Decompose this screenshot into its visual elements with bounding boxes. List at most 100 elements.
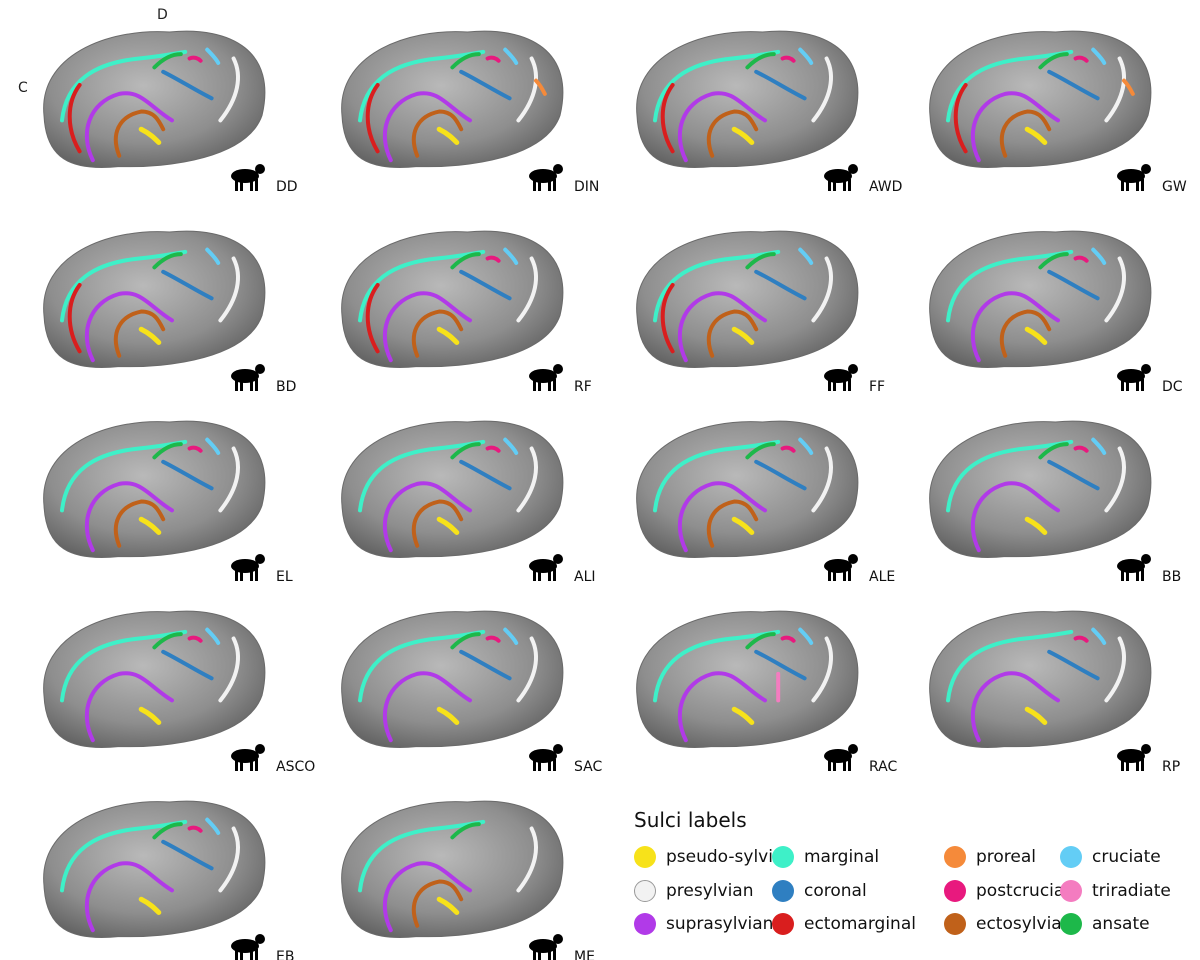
sulcus-suprasylvian bbox=[680, 93, 765, 160]
sulcus-ectomarginal bbox=[70, 85, 80, 151]
sulcus-presylvian bbox=[220, 449, 238, 511]
panel-label: FF bbox=[869, 379, 885, 395]
sulcus-ectosylvian bbox=[414, 112, 461, 156]
brain-panel-ali: ALI bbox=[341, 420, 596, 585]
legend-swatch bbox=[1060, 880, 1082, 902]
brain-panel-asco: ASCO bbox=[43, 610, 315, 775]
legend-swatch bbox=[772, 880, 794, 902]
sulcus-coronal bbox=[163, 272, 211, 299]
panel-label: DC bbox=[1162, 379, 1183, 395]
leopard-icon bbox=[824, 554, 858, 581]
panel-label: EL bbox=[276, 569, 293, 585]
meerkat-icon bbox=[529, 934, 563, 960]
brain-surface bbox=[636, 30, 859, 168]
panel-label: SAC bbox=[574, 759, 602, 775]
sulcus-pseudo-sylvian bbox=[734, 329, 752, 342]
brain-panel-gw: GW bbox=[929, 30, 1187, 195]
sulcus-ectosylvian bbox=[709, 112, 756, 156]
legend-label: cruciate bbox=[1092, 847, 1161, 867]
brain-panel-dc: DC bbox=[929, 230, 1183, 395]
brain-surface bbox=[341, 230, 564, 368]
dorsal-label: D bbox=[157, 7, 168, 23]
legend-swatch bbox=[772, 846, 794, 868]
sulcus-ansate bbox=[154, 444, 180, 457]
sulcus-ectomarginal bbox=[663, 285, 673, 351]
brain-panel-bb: BB bbox=[929, 420, 1181, 585]
legend-swatch bbox=[1060, 846, 1082, 868]
brain-panel-eb: EB bbox=[43, 800, 294, 960]
legend-label: coronal bbox=[804, 881, 867, 901]
legend-item-ectosylvian: ectosylvian bbox=[944, 913, 1073, 935]
sulcus-cruciate bbox=[800, 250, 811, 263]
legend-item-ansate: ansate bbox=[1060, 913, 1150, 935]
panel-label: DD bbox=[276, 179, 298, 195]
sulcus-cruciate bbox=[505, 440, 516, 453]
sulcus-presylvian bbox=[518, 829, 536, 891]
sulcus-cruciate bbox=[800, 50, 811, 63]
panel-label: RF bbox=[574, 379, 592, 395]
raccoon-icon bbox=[824, 744, 858, 771]
sulcus-coronal bbox=[1049, 462, 1097, 489]
sulcus-ansate bbox=[747, 254, 773, 267]
bush-dog-icon bbox=[231, 364, 265, 391]
sulcus-suprasylvian bbox=[385, 483, 470, 550]
sulcus-presylvian bbox=[518, 449, 536, 511]
sulcus-presylvian bbox=[220, 259, 238, 321]
brain-panel-dd: DD bbox=[43, 30, 298, 195]
sulcus-postcruciate bbox=[1076, 258, 1087, 261]
panel-label: ALE bbox=[869, 569, 895, 585]
sulcus-cruciate bbox=[207, 440, 218, 453]
sulcus-ectomarginal bbox=[663, 85, 673, 151]
sulcus-postcruciate bbox=[1076, 638, 1087, 641]
sulcus-presylvian bbox=[1106, 639, 1124, 701]
sulcus-postcruciate bbox=[488, 58, 499, 61]
badger-icon bbox=[231, 934, 265, 960]
sulcus-coronal bbox=[163, 842, 211, 869]
sulcus-suprasylvian bbox=[87, 483, 172, 550]
sulcus-coronal bbox=[461, 462, 509, 489]
sulcus-cruciate bbox=[505, 630, 516, 643]
brain-surface bbox=[341, 420, 564, 558]
brain-surface bbox=[929, 30, 1152, 168]
sulcus-coronal bbox=[461, 72, 509, 99]
sulcus-suprasylvian bbox=[385, 293, 470, 360]
sulcus-cruciate bbox=[207, 50, 218, 63]
dingo-icon bbox=[529, 164, 563, 191]
sulcus-pseudo-sylvian bbox=[734, 129, 752, 142]
legend-swatch bbox=[634, 846, 656, 868]
legend-label: ectomarginal bbox=[804, 914, 916, 934]
sulcus-ansate bbox=[747, 444, 773, 457]
sulcus-ectosylvian bbox=[1002, 112, 1049, 156]
brain-panel-rac: RAC bbox=[636, 610, 897, 775]
sulcus-proreal bbox=[1124, 81, 1133, 94]
brain-panel-rf: RF bbox=[341, 230, 592, 395]
sulcus-suprasylvian bbox=[385, 673, 470, 740]
brain-surface bbox=[636, 610, 859, 748]
sulcus-suprasylvian bbox=[680, 673, 765, 740]
sulcus-ectosylvian bbox=[1002, 312, 1049, 356]
brain-surface bbox=[341, 610, 564, 748]
sulcus-ansate bbox=[1040, 444, 1066, 457]
brown-bear-icon bbox=[1117, 554, 1151, 581]
sulcus-cruciate bbox=[505, 250, 516, 263]
sulcus-ansate bbox=[452, 254, 478, 267]
brain-surface bbox=[929, 230, 1152, 368]
brain-surface bbox=[929, 610, 1152, 748]
sulcus-coronal bbox=[756, 462, 804, 489]
lion-icon bbox=[529, 554, 563, 581]
legend-item-suprasylvian: suprasylvian bbox=[634, 913, 773, 935]
sulcus-postcruciate bbox=[190, 638, 201, 641]
sulcus-postcruciate bbox=[783, 448, 794, 451]
panel-label: ALI bbox=[574, 569, 596, 585]
brain-surface bbox=[636, 420, 859, 558]
sulcus-coronal bbox=[163, 462, 211, 489]
sulcus-ectosylvian bbox=[116, 502, 163, 546]
sulcus-proreal bbox=[536, 81, 545, 94]
domestic-cat-icon bbox=[1117, 364, 1151, 391]
sulcus-ectosylvian bbox=[414, 502, 461, 546]
sulcus-suprasylvian bbox=[680, 483, 765, 550]
panel-label: GW bbox=[1162, 179, 1187, 195]
sulcus-pseudo-sylvian bbox=[141, 129, 159, 142]
